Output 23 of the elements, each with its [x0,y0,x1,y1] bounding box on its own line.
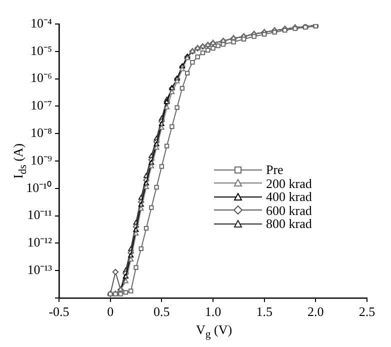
y-tick-label: 10⁻⁹ [30,152,52,168]
x-tick-label: 0 [107,304,114,320]
y-tick-label: 10⁻⁸ [30,125,52,140]
x-tick-label: 1.0 [204,304,222,320]
y-tick-label: 10⁻¹² [27,234,52,250]
legend-label: 600 krad [266,202,312,218]
y-tick-label: 10⁻¹¹ [27,207,52,222]
x-axis-title: V$_{g}$ (V) [196,322,232,341]
x-tick-label: 0.5 [154,304,170,320]
x-tick-label: 2.5 [358,304,376,320]
y-tick-label: 10⁻⁷ [30,98,52,113]
x-tick-label: -0.5 [48,304,70,320]
y-tick-label: 10⁻⁴ [30,15,52,30]
x-tick-label: 1.5 [256,304,272,320]
legend-label: Pre [266,162,284,177]
y-tick-label: 10⁻¹⁰ [26,180,52,195]
legend-label: 800 krad [266,216,312,231]
legend-label: 400 krad [266,189,312,204]
y-tick-label: 10⁻⁶ [30,70,52,86]
x-tick-label: 2.0 [308,304,324,320]
y-tick-label: 10⁻¹³ [27,262,52,278]
y-tick-label: 10⁻⁵ [30,42,52,58]
legend-label: 200 krad [266,176,312,190]
